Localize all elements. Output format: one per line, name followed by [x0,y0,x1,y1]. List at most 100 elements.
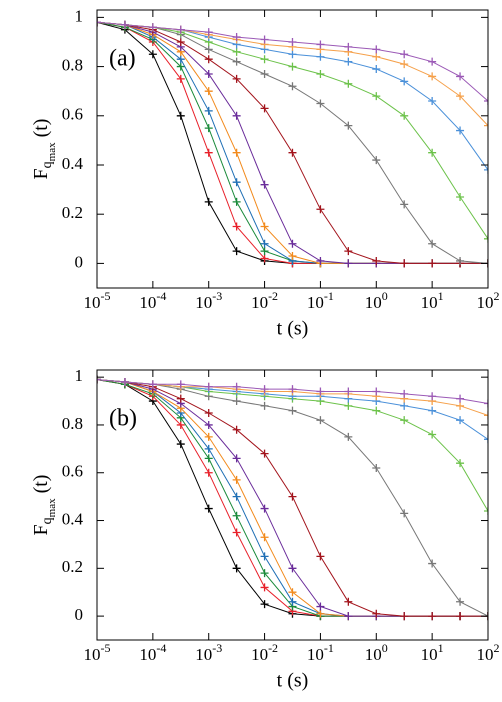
data-point [428,148,437,157]
data-point [260,552,269,561]
x-tick-label: 10-2 [251,641,278,664]
data-point [456,256,465,265]
tick-exponent: 1 [438,289,444,303]
data-point [204,504,213,513]
data-point [400,77,409,86]
x-axis-label: t (s) [277,670,309,692]
y-label-subsub: max [46,142,58,161]
data-point [176,380,185,389]
data-point [484,506,488,515]
data-point [484,435,488,444]
data-point [232,247,241,256]
panel-label: (a) [109,46,136,72]
data-point [176,394,185,403]
data-point [260,533,269,542]
data-point [372,92,381,101]
data-point [456,597,465,606]
data-point [344,57,353,66]
data-point [484,165,488,174]
tick-exponent: -1 [324,289,334,303]
x-tick-label: 10-3 [195,641,222,664]
tick-base: 10 [421,293,438,312]
tick-base: 10 [477,645,494,664]
y-tick-label: 0.6 [62,462,83,481]
tick-exponent: -4 [156,641,166,655]
x-tick-label: 101 [421,289,444,312]
data-point [456,126,465,135]
data-point [484,121,488,130]
series-line [97,21,488,264]
data-point [176,440,185,449]
data-point [316,416,325,425]
tick-exponent: -4 [156,289,166,303]
data-point [288,252,297,261]
y-label-tail: (t) [30,475,52,499]
tick-base: 10 [139,293,156,312]
tick-base: 10 [251,645,268,664]
data-point [344,42,353,51]
data-point [428,392,437,401]
series-line [97,21,488,264]
x-tick-label: 100 [365,641,388,664]
data-point [316,40,325,49]
data-point [400,389,409,398]
data-point [204,454,213,463]
data-point [372,65,381,74]
data-point [316,552,325,561]
data-point [484,97,488,106]
x-tick-label: 102 [477,289,500,312]
y-tick-label: 0.2 [62,203,83,222]
y-tick-label: 0.4 [62,154,84,173]
series-line [97,21,488,264]
data-point [428,406,437,415]
x-tick-label: 101 [421,641,444,664]
y-tick-label: 0.2 [62,557,83,576]
data-point [372,52,381,61]
tick-exponent: -1 [324,641,334,655]
data-point [344,247,353,256]
data-point [456,72,465,81]
data-point [288,597,297,606]
tick-exponent: 2 [494,641,500,655]
data-point [232,564,241,573]
data-point [288,148,297,157]
data-point [316,205,325,214]
data-point [148,23,157,32]
data-point [372,387,381,396]
data-point [204,124,213,133]
data-point [260,569,269,578]
data-point [204,444,213,453]
data-point [232,197,241,206]
data-point [288,62,297,71]
data-point [204,45,213,54]
x-tick-label: 102 [477,641,500,664]
data-point [260,504,269,513]
x-tick-label: 10-3 [195,289,222,312]
y-label-subsub: max [46,498,58,517]
data-point [316,387,325,396]
data-point [204,87,213,96]
data-point [428,612,437,621]
data-point [232,222,241,231]
data-point [120,20,129,29]
data-point [288,564,297,573]
data-point [232,425,241,434]
data-point [204,55,213,64]
plot-area [97,18,488,268]
data-point [288,385,297,394]
axes-frame [96,369,489,641]
data-point [204,69,213,78]
data-point [400,509,409,518]
data-point [260,247,269,256]
series-line [97,21,488,264]
data-point [484,411,488,420]
data-point [428,559,437,568]
data-point [260,35,269,44]
tick-base: 10 [139,645,156,664]
data-point [232,47,241,56]
data-point [316,602,325,611]
data-point [456,612,465,621]
tick-exponent: -3 [212,289,222,303]
